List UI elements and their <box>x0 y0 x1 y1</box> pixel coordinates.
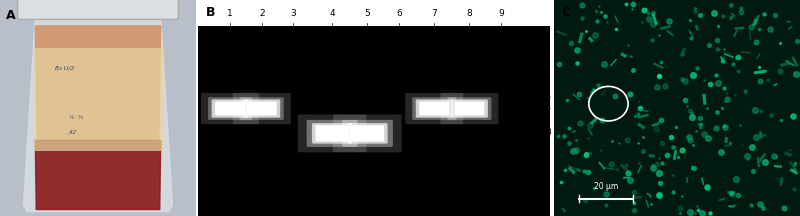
FancyBboxPatch shape <box>208 97 252 120</box>
Text: ← 833 bp: ← 833 bp <box>526 128 565 137</box>
Text: 9: 9 <box>498 9 504 18</box>
Text: B: B <box>206 6 215 19</box>
FancyBboxPatch shape <box>215 102 245 116</box>
FancyBboxPatch shape <box>243 99 280 118</box>
Text: ⅞ · ⅔: ⅞ · ⅔ <box>69 115 82 120</box>
Text: 1: 1 <box>227 9 233 18</box>
FancyBboxPatch shape <box>246 102 277 116</box>
Text: 3: 3 <box>290 9 296 18</box>
FancyBboxPatch shape <box>447 97 491 120</box>
FancyBboxPatch shape <box>406 93 463 124</box>
FancyBboxPatch shape <box>554 0 800 216</box>
FancyBboxPatch shape <box>198 0 550 26</box>
FancyBboxPatch shape <box>312 123 352 144</box>
Text: B₂ U/2: B₂ U/2 <box>55 65 74 70</box>
FancyBboxPatch shape <box>201 93 259 124</box>
FancyBboxPatch shape <box>198 0 550 216</box>
Text: C: C <box>562 6 571 19</box>
FancyBboxPatch shape <box>240 97 284 120</box>
FancyBboxPatch shape <box>347 123 388 144</box>
FancyBboxPatch shape <box>34 48 162 151</box>
Text: 480 bp: 480 bp <box>534 94 564 103</box>
Text: 5: 5 <box>365 9 370 18</box>
Text: 4: 4 <box>330 9 335 18</box>
Text: /42: /42 <box>69 130 77 135</box>
Polygon shape <box>35 26 161 140</box>
Text: ⇐ 531 bp: ⇐ 531 bp <box>526 102 565 111</box>
Polygon shape <box>19 4 176 17</box>
FancyBboxPatch shape <box>18 0 178 19</box>
FancyBboxPatch shape <box>315 125 349 141</box>
FancyBboxPatch shape <box>233 93 290 124</box>
Text: 20 μm: 20 μm <box>594 182 618 191</box>
Text: 6: 6 <box>396 9 402 18</box>
FancyBboxPatch shape <box>342 120 393 147</box>
FancyBboxPatch shape <box>333 114 402 152</box>
FancyBboxPatch shape <box>350 125 384 141</box>
Text: 2: 2 <box>259 9 265 18</box>
FancyBboxPatch shape <box>416 99 453 118</box>
Text: 8: 8 <box>466 9 472 18</box>
FancyBboxPatch shape <box>419 102 450 116</box>
FancyBboxPatch shape <box>211 99 249 118</box>
FancyBboxPatch shape <box>0 0 196 216</box>
Text: 7: 7 <box>431 9 437 18</box>
FancyBboxPatch shape <box>440 93 498 124</box>
Polygon shape <box>23 17 173 212</box>
FancyBboxPatch shape <box>451 99 488 118</box>
FancyBboxPatch shape <box>298 114 366 152</box>
FancyBboxPatch shape <box>412 97 456 120</box>
FancyBboxPatch shape <box>306 120 358 147</box>
FancyBboxPatch shape <box>454 102 485 116</box>
Polygon shape <box>35 140 161 210</box>
Text: A: A <box>6 9 15 22</box>
